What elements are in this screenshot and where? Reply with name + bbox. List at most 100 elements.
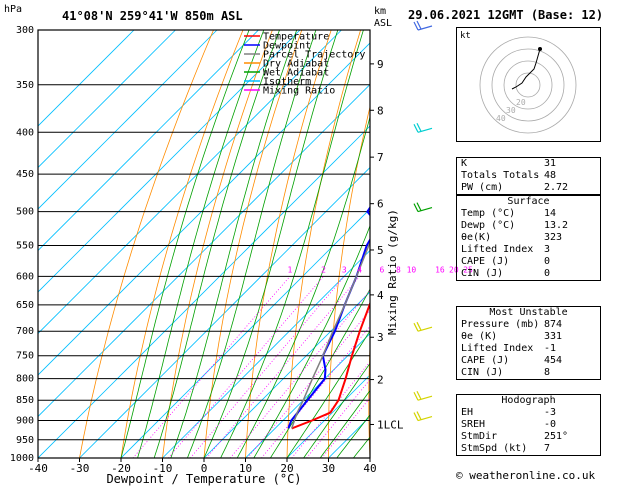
- surface-value: 14: [544, 208, 557, 219]
- hodograph-row: SREH -0: [457, 419, 600, 431]
- surface-value: 0: [544, 268, 551, 279]
- pressure-tick-label: 350: [16, 80, 34, 91]
- index-value: 2.72: [544, 182, 569, 193]
- isotherm-line: [203, 291, 370, 458]
- isotherm-line: [38, 30, 301, 293]
- mixing-ratio-label: 20: [449, 265, 459, 274]
- mixing-ratio-label: 10: [407, 265, 417, 274]
- legend-label: Parcel Trajectory: [263, 50, 365, 61]
- pressure-tick-label: 1000: [10, 453, 34, 464]
- hodograph-ring: [479, 36, 577, 134]
- surface-row: θe(K) 323: [457, 232, 600, 244]
- legend-label: Mixing Ratio: [263, 86, 335, 97]
- surface-value: 13.2: [544, 220, 569, 231]
- hodograph-value: -3: [544, 407, 557, 418]
- isotherm-line: [162, 249, 370, 458]
- hodograph-row: StmDir 251°: [457, 431, 600, 443]
- index-value: 48: [544, 170, 557, 181]
- km-tick-label: 9: [377, 58, 384, 71]
- legend-label: Wet Adiabat: [263, 68, 329, 79]
- most-unstable-label: CIN (J): [461, 367, 504, 378]
- km-tick-label: 7: [377, 151, 384, 164]
- legend-label: Dry Adiabat: [263, 59, 329, 70]
- x-tick-label: 20: [280, 462, 293, 475]
- location-title: 41°08'N 259°41'W 850m ASL: [62, 9, 243, 23]
- mixing-ratio-label: 2: [321, 265, 326, 274]
- surface-title: Surface: [507, 196, 550, 207]
- isotherm-line: [38, 83, 370, 418]
- hodograph-value: -0: [544, 419, 557, 430]
- km-tick-label: 6: [377, 198, 384, 211]
- index-row: PW (cm) 2.72: [457, 182, 600, 194]
- dry-adiabat-line: [408, 30, 449, 458]
- hodograph-ring-label: 40: [496, 114, 506, 123]
- mixing-ratio-label: 8: [396, 265, 401, 274]
- x-tick-label: -40: [28, 462, 48, 475]
- km-tick-label: 1LCL: [377, 418, 404, 431]
- x-tick-label: 0: [201, 462, 208, 475]
- most-unstable-value: -1: [544, 343, 557, 354]
- hodograph-trace: [511, 48, 541, 90]
- surface-row: CIN (J) 0: [457, 268, 600, 280]
- most-unstable-row: CIN (J) 8: [457, 367, 600, 379]
- wind-barb: [413, 202, 433, 213]
- isotherm-line: [38, 30, 342, 335]
- km-tick-label: 5: [377, 244, 384, 257]
- surface-label: CAPE (J): [461, 256, 510, 267]
- series-dewpoint: [287, 205, 370, 429]
- hodograph-ring: [515, 72, 541, 98]
- most-unstable-table: Most Unstable Pressure (mb) 874 θe (K) 331 L…: [456, 306, 601, 380]
- isotherm-line: [286, 374, 370, 458]
- surface-row: CAPE (J) 0: [457, 256, 600, 268]
- mixing-ratio-label: 6: [380, 265, 385, 274]
- hodograph-ring-label: 30: [506, 106, 516, 115]
- mixing-ratio-line: [168, 276, 324, 458]
- most-unstable-row: CAPE (J) 454: [457, 355, 600, 367]
- series-temperature: [291, 301, 370, 430]
- copyright-footer: © weatheronline.co.uk: [456, 469, 596, 482]
- surface-value: 323: [544, 232, 563, 243]
- wet-adiabat-line: [303, 362, 370, 458]
- most-unstable-label: CAPE (J): [461, 355, 510, 366]
- most-unstable-row: Lifted Index -1: [457, 343, 600, 355]
- pressure-tick-label: 750: [16, 351, 34, 362]
- wet-adiabat-line: [286, 330, 370, 458]
- hodograph-value: 251°: [544, 431, 569, 442]
- surface-row: Dewp (°C) 13.2: [457, 220, 600, 232]
- units-km: km: [374, 6, 386, 17]
- index-label: K: [461, 158, 468, 169]
- km-tick-label: 4: [377, 289, 384, 302]
- mixing-ratio-label: 16: [435, 265, 445, 274]
- x-axis-label: Dewpoint / Temperature (°C): [106, 472, 301, 486]
- km-tick-label: 2: [377, 374, 384, 387]
- wind-barb: [413, 390, 433, 401]
- isotherm-line: [38, 30, 218, 210]
- surface-row: Temp (°C) 14: [457, 208, 600, 220]
- wind-barb: [413, 20, 433, 31]
- surface-value: 3: [544, 244, 551, 255]
- mixing-ratio-line: [132, 276, 291, 458]
- x-tick-label: -30: [70, 462, 90, 475]
- mixing-ratio-label: 3: [342, 265, 347, 274]
- hodograph-title: Hodograph: [501, 395, 556, 406]
- hodograph-row: StmSpd (kt) 7: [457, 443, 600, 455]
- hodograph-label: StmSpd (kt): [461, 443, 528, 454]
- hodograph-value: 7: [544, 443, 551, 454]
- isotherm-line: [38, 30, 135, 127]
- index-row: Totals Totals 48: [457, 170, 600, 182]
- hodograph-ring: [491, 48, 565, 122]
- pressure-tick-label: 300: [16, 25, 34, 36]
- pressure-tick-label: 400: [16, 127, 34, 138]
- pressure-tick-label: 650: [16, 300, 34, 311]
- mixing-ratio-line: [190, 276, 345, 458]
- mixing-ratio-axis-label: Mixing Ratio (g/kg): [386, 209, 399, 335]
- hodograph-table: Hodograph EH -3 SREH -0 StmDir 251° StmSpd (kt…: [456, 394, 601, 456]
- isotherm-line: [79, 166, 370, 458]
- x-tick-label: -10: [153, 462, 173, 475]
- surface-table: Surface Temp (°C) 14 Dewp (°C) 13.2 θe(K) 323…: [456, 195, 601, 281]
- plot-area: [38, 30, 449, 458]
- units-hpa: hPa: [4, 4, 22, 15]
- surface-row: Lifted Index 3: [457, 244, 600, 256]
- hodograph-label: StmDir: [461, 431, 498, 442]
